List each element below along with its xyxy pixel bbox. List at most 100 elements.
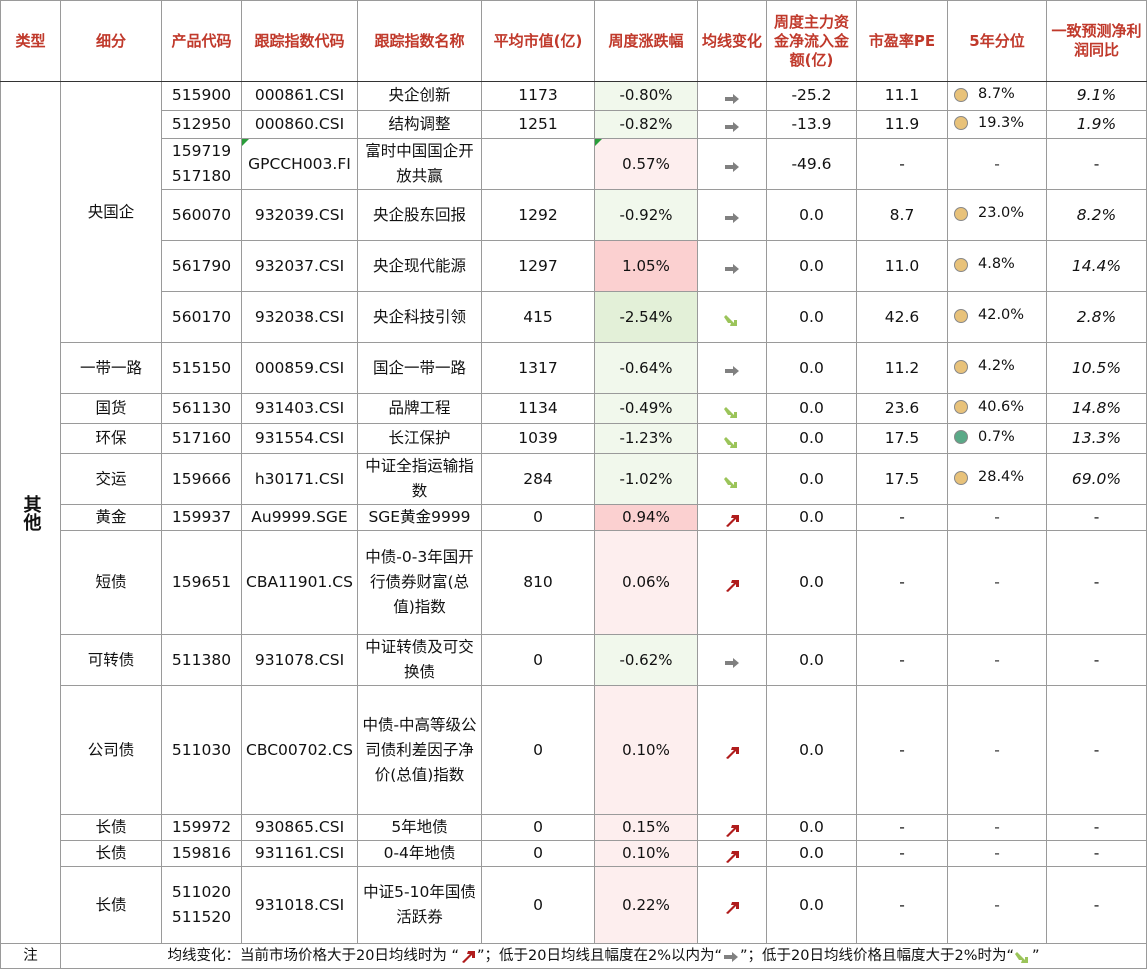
- percentile-dot-icon: [954, 430, 968, 445]
- index-name-cell: 5年地债: [357, 814, 482, 841]
- profit-growth-cell: -: [1046, 866, 1147, 944]
- up-arrow-icon: [723, 847, 741, 863]
- pe-cell: 23.6: [856, 393, 948, 424]
- subtype-cell: 黄金: [60, 504, 162, 531]
- category-cell: 其他: [0, 81, 61, 944]
- pe-cell: 17.5: [856, 453, 948, 505]
- percentile-value: -: [994, 508, 1000, 526]
- product-code-cell: 159666: [161, 453, 242, 505]
- percentile-cell: -: [947, 685, 1047, 815]
- fund-flow-cell: -25.2: [766, 81, 857, 111]
- avg-mcap-cell: 284: [481, 453, 595, 505]
- percentile-cell: -: [947, 840, 1047, 867]
- ma-change-cell: [697, 866, 767, 944]
- header-pe: 市盈率PE: [856, 0, 948, 82]
- ma-change-cell: [697, 423, 767, 454]
- weekly-change-cell: 0.15%: [594, 814, 698, 841]
- table-row: 长债 159816 931161.CSI 0-4年地债 0 0.10% 0.0- - -: [1, 840, 1147, 867]
- percentile-cell: 8.7%: [947, 81, 1047, 111]
- ma-change-cell: [697, 291, 767, 343]
- profit-growth-cell: 69.0%: [1046, 453, 1147, 505]
- index-name-cell: 0-4年地债: [357, 840, 482, 867]
- index-name-cell: 中证转债及可交换债: [357, 634, 482, 686]
- percentile-value: 28.4%: [978, 469, 1025, 486]
- table-row: 长债 159972 930865.CSI 5年地债 0 0.15% 0.0- - -: [1, 814, 1147, 841]
- subtype-cell: 环保: [60, 423, 162, 454]
- pe-cell: 11.2: [856, 342, 948, 394]
- table-row: 560170 932038.CSI 央企科技引领 415 -2.54% 0.0 42.6 42…: [1, 291, 1147, 343]
- subtype-cell: 央国企: [60, 81, 162, 343]
- fund-flow-cell: 0.0: [766, 634, 857, 686]
- flat-arrow-icon: [723, 89, 741, 104]
- index-name-cell: 品牌工程: [357, 393, 482, 424]
- ma-change-cell: [697, 81, 767, 111]
- fund-flow-cell: 0.0: [766, 240, 857, 292]
- avg-mcap-cell: 1039: [481, 423, 595, 454]
- index-name-cell: 长江保护: [357, 423, 482, 454]
- table-row: 黄金 159937 Au9999.SGE SGE黄金9999 0 0.94% 0.0- - -: [1, 504, 1147, 531]
- weekly-change-cell: -0.64%: [594, 342, 698, 394]
- header-product-code: 产品代码: [161, 0, 242, 82]
- index-code-cell: 000861.CSI: [241, 81, 358, 111]
- percentile-cell: -: [947, 138, 1047, 190]
- weekly-change-cell: -0.92%: [594, 189, 698, 241]
- fund-flow-cell: 0.0: [766, 189, 857, 241]
- pe-cell: 42.6: [856, 291, 948, 343]
- index-name-cell: 央企现代能源: [357, 240, 482, 292]
- index-code-cell: CBA11901.CS: [241, 530, 358, 635]
- profit-growth-cell: 1.9%: [1046, 109, 1147, 139]
- header-row: 类型 细分 产品代码 跟踪指数代码 跟踪指数名称 平均市值(亿) 周度涨跌幅 均…: [0, 0, 1147, 82]
- weekly-change-cell: 0.10%: [594, 685, 698, 815]
- note-part2: ”；低于20日均线且幅度在2%以内为“: [477, 948, 723, 964]
- pe-cell: 11.9: [856, 109, 948, 139]
- avg-mcap-cell: [481, 138, 595, 190]
- header-5y-percentile: 5年分位: [947, 0, 1047, 82]
- ma-change-cell: [697, 393, 767, 424]
- pe-cell: -: [856, 530, 948, 635]
- percentile-value: 0.7%: [978, 428, 1015, 445]
- ma-change-cell: [697, 634, 767, 686]
- profit-growth-cell: 10.5%: [1046, 342, 1147, 394]
- product-code-cell: 515900: [161, 81, 242, 111]
- avg-mcap-cell: 0: [481, 814, 595, 841]
- product-code-cell: 561790: [161, 240, 242, 292]
- index-name-cell: 中债-中高等级公司债利差因子净价(总值)指数: [357, 685, 482, 815]
- product-code-cell: 159651: [161, 530, 242, 635]
- table-row: 561790 932037.CSI 央企现代能源 1297 1.05% 0.0 11.0 4.…: [1, 240, 1147, 292]
- pe-cell: 17.5: [856, 423, 948, 454]
- index-code-cell: 931403.CSI: [241, 393, 358, 424]
- profit-growth-cell: 14.4%: [1046, 240, 1147, 292]
- weekly-change-cell: -1.02%: [594, 453, 698, 505]
- profit-growth-cell: 2.8%: [1046, 291, 1147, 343]
- flat-arrow-icon: [723, 653, 741, 668]
- percentile-value: -: [994, 818, 1000, 836]
- subtype-cell: 短债: [60, 530, 162, 635]
- weekly-change-cell: 0.10%: [594, 840, 698, 867]
- product-code-cell: 159719 517180: [161, 138, 242, 190]
- pe-cell: 11.1: [856, 81, 948, 111]
- percentile-value: -: [994, 154, 1000, 173]
- product-code-cell: 560170: [161, 291, 242, 343]
- profit-growth-cell: -: [1046, 138, 1147, 190]
- index-name-cell: 国企一带一路: [357, 342, 482, 394]
- percentile-value: -: [994, 740, 1000, 759]
- fund-flow-cell: 0.0: [766, 530, 857, 635]
- note-label: 注: [0, 943, 61, 969]
- index-code-cell: 000859.CSI: [241, 342, 358, 394]
- subtype-cell: 国货: [60, 393, 162, 424]
- index-name-cell: 富时中国国企开放共赢: [357, 138, 482, 190]
- index-code-cell: 931078.CSI: [241, 634, 358, 686]
- ma-change-cell: [697, 814, 767, 841]
- subtype-cell: 长债: [60, 840, 162, 867]
- percentile-cell: 4.8%: [947, 240, 1047, 292]
- product-code-cell: 159937: [161, 504, 242, 531]
- note-part3: ”；低于20日均线价格且幅度大于2%时为“: [740, 948, 1015, 964]
- index-code-cell: 932039.CSI: [241, 189, 358, 241]
- avg-mcap-cell: 1317: [481, 342, 595, 394]
- ma-change-cell: [697, 342, 767, 394]
- profit-growth-cell: 13.3%: [1046, 423, 1147, 454]
- subtype-cell: 可转债: [60, 634, 162, 686]
- ma-change-cell: [697, 840, 767, 867]
- index-code-cell: GPCCH003.FI: [241, 138, 358, 190]
- percentile-value: -: [994, 844, 1000, 862]
